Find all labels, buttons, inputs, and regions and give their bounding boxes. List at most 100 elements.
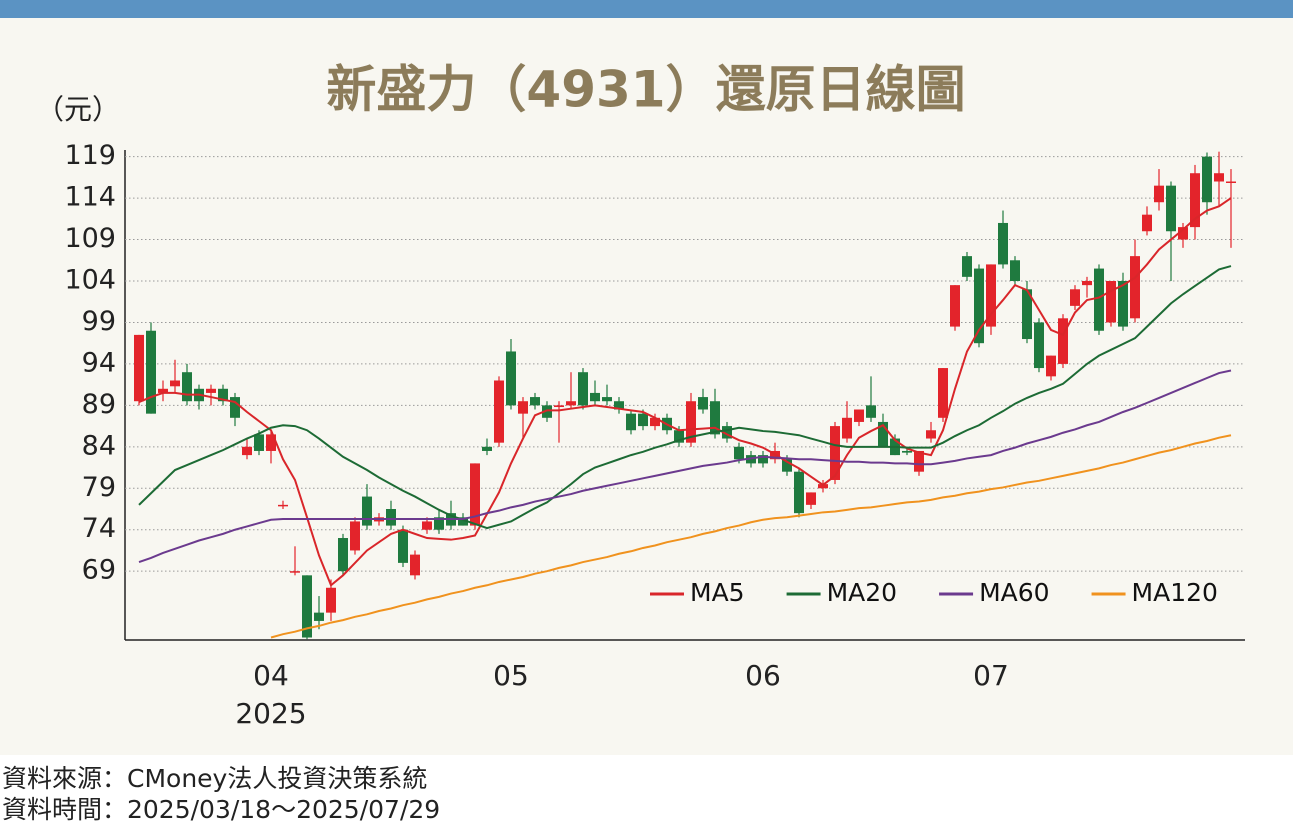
candle-body	[266, 434, 276, 451]
candle-body	[674, 430, 684, 443]
candle-body	[1190, 173, 1200, 228]
x-tick-label: 06	[745, 659, 781, 692]
candle-body	[362, 496, 372, 526]
candle-body	[998, 222, 1008, 265]
candle-body	[722, 426, 732, 439]
candle-body	[326, 587, 336, 613]
candle-body	[638, 413, 648, 427]
candle-body	[1142, 214, 1152, 232]
y-tick-label: 109	[64, 223, 116, 254]
candle-body	[314, 612, 324, 621]
candle-body	[1058, 318, 1068, 364]
candle-body	[866, 405, 876, 418]
candle-body	[518, 401, 528, 414]
candle-body	[470, 463, 480, 526]
candle-body	[530, 397, 540, 406]
candle-body	[242, 446, 252, 456]
candle-body	[278, 504, 288, 507]
x-tick-label: 04	[253, 659, 289, 692]
candle-body	[134, 334, 144, 402]
candle-body	[782, 459, 792, 472]
legend-label: MA120	[1132, 578, 1218, 607]
candle-body	[650, 417, 660, 427]
candle-body	[218, 388, 228, 402]
candle-body	[1022, 289, 1032, 340]
candle-body	[602, 397, 612, 402]
candle-body	[206, 388, 216, 393]
candle-body	[1226, 181, 1236, 184]
candle-body	[710, 401, 720, 435]
top-band	[0, 0, 1293, 18]
period-note: 資料時間：2025/03/18～2025/07/29	[2, 795, 440, 824]
candle-body	[182, 372, 192, 402]
candle-body	[590, 392, 600, 402]
candle-body	[1154, 185, 1164, 203]
ma-line	[138, 197, 1232, 587]
y-unit: （元）	[36, 93, 120, 126]
candle-body	[494, 380, 504, 443]
chart-background	[0, 18, 1293, 755]
candle-body	[686, 401, 696, 443]
candle-body	[1178, 227, 1188, 240]
candle-body	[386, 509, 396, 526]
candle-body	[734, 446, 744, 460]
candle-body	[1106, 280, 1116, 323]
candle-body	[1094, 268, 1104, 331]
candle-body	[506, 351, 516, 406]
y-tick-label: 104	[64, 264, 116, 295]
candle-body	[926, 430, 936, 439]
candle-body	[626, 413, 636, 431]
candle-body	[950, 285, 960, 327]
candle-body	[1082, 280, 1092, 286]
legend-label: MA5	[690, 578, 745, 607]
candle-body	[542, 405, 552, 418]
ma-line	[270, 434, 1232, 639]
candle-body	[398, 529, 408, 563]
candle-body	[698, 397, 708, 410]
chart-title: 新盛力（4931）還原日線圖	[326, 61, 965, 119]
candle-body	[482, 446, 492, 451]
y-tick-label: 94	[82, 347, 116, 378]
ma-line	[138, 265, 1232, 530]
candle-body	[878, 421, 888, 447]
candle-body	[962, 256, 972, 277]
candle-body	[1070, 289, 1080, 306]
ma-line	[138, 369, 1232, 564]
y-tick-label: 74	[82, 513, 116, 544]
candle-body	[350, 521, 360, 551]
candle-body	[842, 417, 852, 439]
candle-body	[290, 571, 300, 573]
candle-body	[410, 554, 420, 576]
candle-body	[578, 372, 588, 406]
candle-body	[422, 521, 432, 530]
candle-body	[434, 517, 444, 530]
y-tick-label: 119	[64, 140, 116, 171]
candle-body	[566, 401, 576, 406]
legend-label: MA20	[827, 578, 897, 607]
candle-body	[806, 492, 816, 505]
y-tick-label: 99	[82, 306, 116, 337]
candle-body	[902, 450, 912, 453]
x-tick-label: 05	[493, 659, 529, 692]
x-tick-label: 07	[973, 659, 1009, 692]
y-tick-label: 79	[82, 472, 116, 503]
candle-body	[986, 264, 996, 327]
candle-body	[794, 471, 804, 514]
candle-body	[1214, 173, 1224, 182]
source-note: 資料來源：CMoney法人投資決策系統	[2, 764, 427, 793]
candle-body	[830, 426, 840, 480]
candle-body	[1130, 256, 1140, 319]
candle-body	[338, 538, 348, 572]
y-tick-label: 69	[82, 555, 116, 586]
candle-body	[458, 517, 468, 526]
candle-body	[1010, 260, 1020, 281]
candle-body	[302, 575, 312, 638]
candle-body	[938, 368, 948, 418]
candle-body	[1118, 280, 1128, 327]
candle-body	[1034, 322, 1044, 369]
candle-body	[758, 455, 768, 464]
candle-body	[818, 484, 828, 489]
x-year-label: 2025	[235, 697, 306, 730]
